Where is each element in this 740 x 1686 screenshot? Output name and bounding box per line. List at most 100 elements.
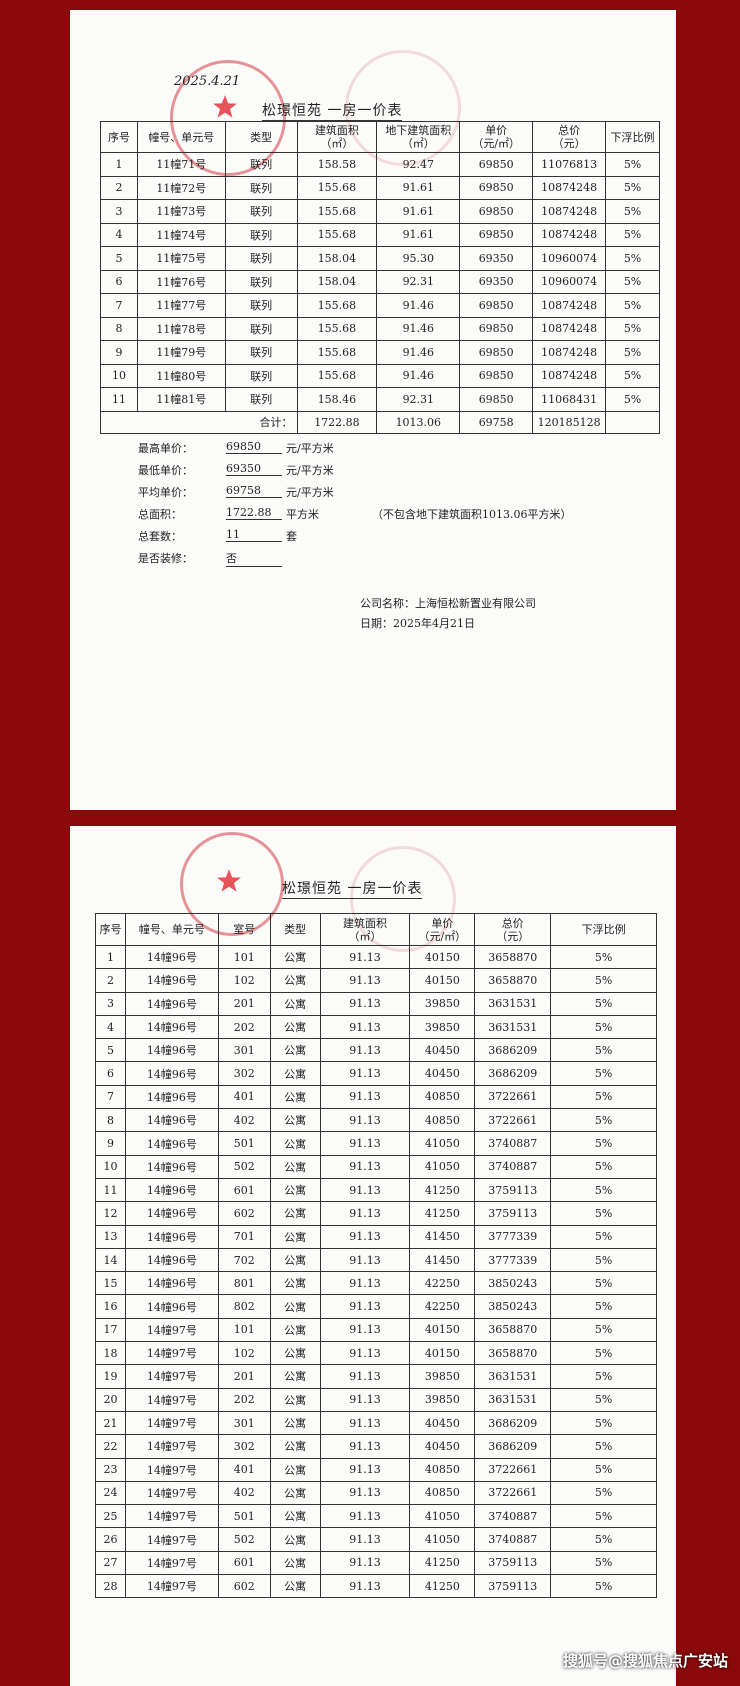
table-cell: 39850: [409, 991, 476, 1016]
table-cell: 14幢97号: [124, 1387, 219, 1412]
summary-unit: 元/平方米: [286, 486, 334, 499]
column-header: 室号: [217, 913, 271, 946]
table-cell: 公寓: [269, 1480, 321, 1506]
table-cell: 802: [217, 1294, 271, 1319]
table-cell: 91.13: [319, 1038, 411, 1063]
summary-block: 最高单价： 69850 元/平方米 最低单价： 69350 元/平方米 平均单价： 69758…: [138, 440, 438, 580]
table-cell: 14幢96号: [124, 1177, 219, 1203]
table-cell: 14幢96号: [124, 968, 219, 993]
table-cell: 301: [217, 1410, 271, 1436]
price-list-page-1: 2025.4.21 松璟恒苑 一房一价表 序号 幢号、单元号 类型 建筑面积 （㎡）地…: [70, 10, 676, 810]
table-cell: 3658870: [474, 968, 552, 993]
table-cell: 23: [95, 1457, 126, 1482]
table-cell: 91.13: [319, 1294, 411, 1319]
table-cell: 201: [217, 1364, 271, 1389]
table-cell: 3759113: [474, 1177, 552, 1203]
table-cell: 3722661: [474, 1084, 552, 1110]
table-cell: 14幢96号: [124, 1271, 219, 1296]
table-cell: 602: [217, 1201, 271, 1226]
table-cell: 40450: [409, 1434, 476, 1459]
table-cell: 17: [95, 1317, 126, 1343]
table-cell: 1: [100, 152, 138, 177]
seal-star-icon: [217, 869, 241, 892]
table-cell: 91.13: [319, 1154, 411, 1179]
table-cell: 14幢96号: [124, 1131, 219, 1156]
table-cell: 69850: [459, 316, 534, 341]
table-cell: 41250: [409, 1574, 476, 1599]
total-discount: [605, 410, 660, 434]
table-cell: 5%: [550, 1084, 657, 1110]
table-cell: 5%: [605, 387, 660, 412]
table-cell: 69350: [459, 246, 534, 271]
table-cell: 6: [95, 1061, 126, 1086]
table-cell: 14幢97号: [124, 1574, 219, 1599]
table-cell: 3740887: [474, 1131, 552, 1156]
table-cell: 5%: [550, 1434, 657, 1459]
table-cell: 14幢96号: [124, 1061, 219, 1086]
table-row: 20 14幢97号 202 公寓 91.13 39850 3631531 5%: [95, 1387, 657, 1412]
table-cell: 91.46: [376, 316, 461, 341]
column-header: 单价 （元/㎡）: [409, 913, 476, 946]
table-cell: 联列: [224, 293, 298, 318]
table-cell: 3658870: [474, 944, 552, 970]
table-cell: 91.13: [319, 1201, 411, 1226]
table-cell: 10874248: [532, 175, 607, 200]
table-row: 27 14幢97号 601 公寓 91.13 41250 3759113 5%: [95, 1550, 657, 1576]
table-cell: 11幢79号: [136, 340, 226, 365]
table-row: 6 14幢96号 302 公寓 91.13 40450 3686209 5%: [95, 1061, 657, 1086]
table-cell: 91.13: [319, 1131, 411, 1156]
table-cell: 公寓: [269, 1574, 321, 1599]
table-cell: 11幢71号: [136, 152, 226, 177]
table-cell: 41250: [409, 1201, 476, 1226]
table-row: 24 14幢97号 402 公寓 91.13 40850 3722661 5%: [95, 1480, 657, 1506]
table-cell: 5%: [550, 1177, 657, 1203]
table-cell: 4: [95, 1014, 126, 1040]
table-cell: 155.68: [296, 363, 378, 388]
table-cell: 5%: [550, 1014, 657, 1040]
table-cell: 5%: [605, 363, 660, 388]
page-title: 松璟恒苑 一房一价表: [282, 878, 423, 899]
table-cell: 91.13: [319, 1480, 411, 1506]
table-cell: 8: [100, 316, 138, 341]
table-row: 15 14幢96号 801 公寓 91.13 42250 3850243 5%: [95, 1271, 657, 1296]
table-cell: 5%: [550, 1457, 657, 1482]
summary-label: 平均单价：: [138, 486, 193, 499]
table-cell: 91.61: [376, 222, 461, 247]
table-cell: 69850: [459, 175, 534, 200]
table-cell: 13: [95, 1224, 126, 1249]
summary-label: 总套数：: [138, 530, 182, 543]
table-row: 25 14幢97号 501 公寓 91.13 41050 3740887 5%: [95, 1504, 657, 1529]
table-cell: 5%: [550, 968, 657, 993]
table-cell: 7: [100, 293, 138, 318]
watermark: 搜狐号@搜狐焦点广安站: [562, 1652, 728, 1670]
table-cell: 3759113: [474, 1550, 552, 1576]
table-cell: 401: [217, 1457, 271, 1482]
table-cell: 155.68: [296, 293, 378, 318]
summary-row: 是否装修： 否: [138, 550, 438, 570]
table-cell: 40150: [409, 1317, 476, 1343]
table-cell: 158.46: [296, 387, 378, 412]
table-cell: 20: [95, 1387, 126, 1412]
table-cell: 22: [95, 1434, 126, 1459]
table-row: 4 11幢74号 联列 155.68 91.61 69850 10874248 5%: [100, 222, 660, 247]
table-cell: 5%: [550, 1201, 657, 1226]
summary-label: 最低单价：: [138, 464, 193, 477]
table-cell: 39850: [409, 1387, 476, 1412]
table-cell: 12: [95, 1201, 126, 1226]
summary-label: 最高单价：: [138, 442, 193, 455]
table-cell: 201: [217, 991, 271, 1016]
table-row: 18 14幢97号 102 公寓 91.13 40150 3658870 5%: [95, 1341, 657, 1366]
column-header: 序号: [100, 121, 138, 153]
table-cell: 14幢96号: [124, 1294, 219, 1319]
table-cell: 155.68: [296, 199, 378, 224]
table-cell: 公寓: [269, 968, 321, 993]
table-cell: 11: [100, 387, 138, 412]
table-cell: 40150: [409, 944, 476, 970]
table-cell: 3740887: [474, 1504, 552, 1529]
table-cell: 10874248: [532, 316, 607, 341]
table-cell: 25: [95, 1504, 126, 1529]
table-cell: 95.30: [376, 246, 461, 271]
table-cell: 41050: [409, 1527, 476, 1552]
table-cell: 69850: [459, 363, 534, 388]
table-cell: 101: [217, 944, 271, 970]
